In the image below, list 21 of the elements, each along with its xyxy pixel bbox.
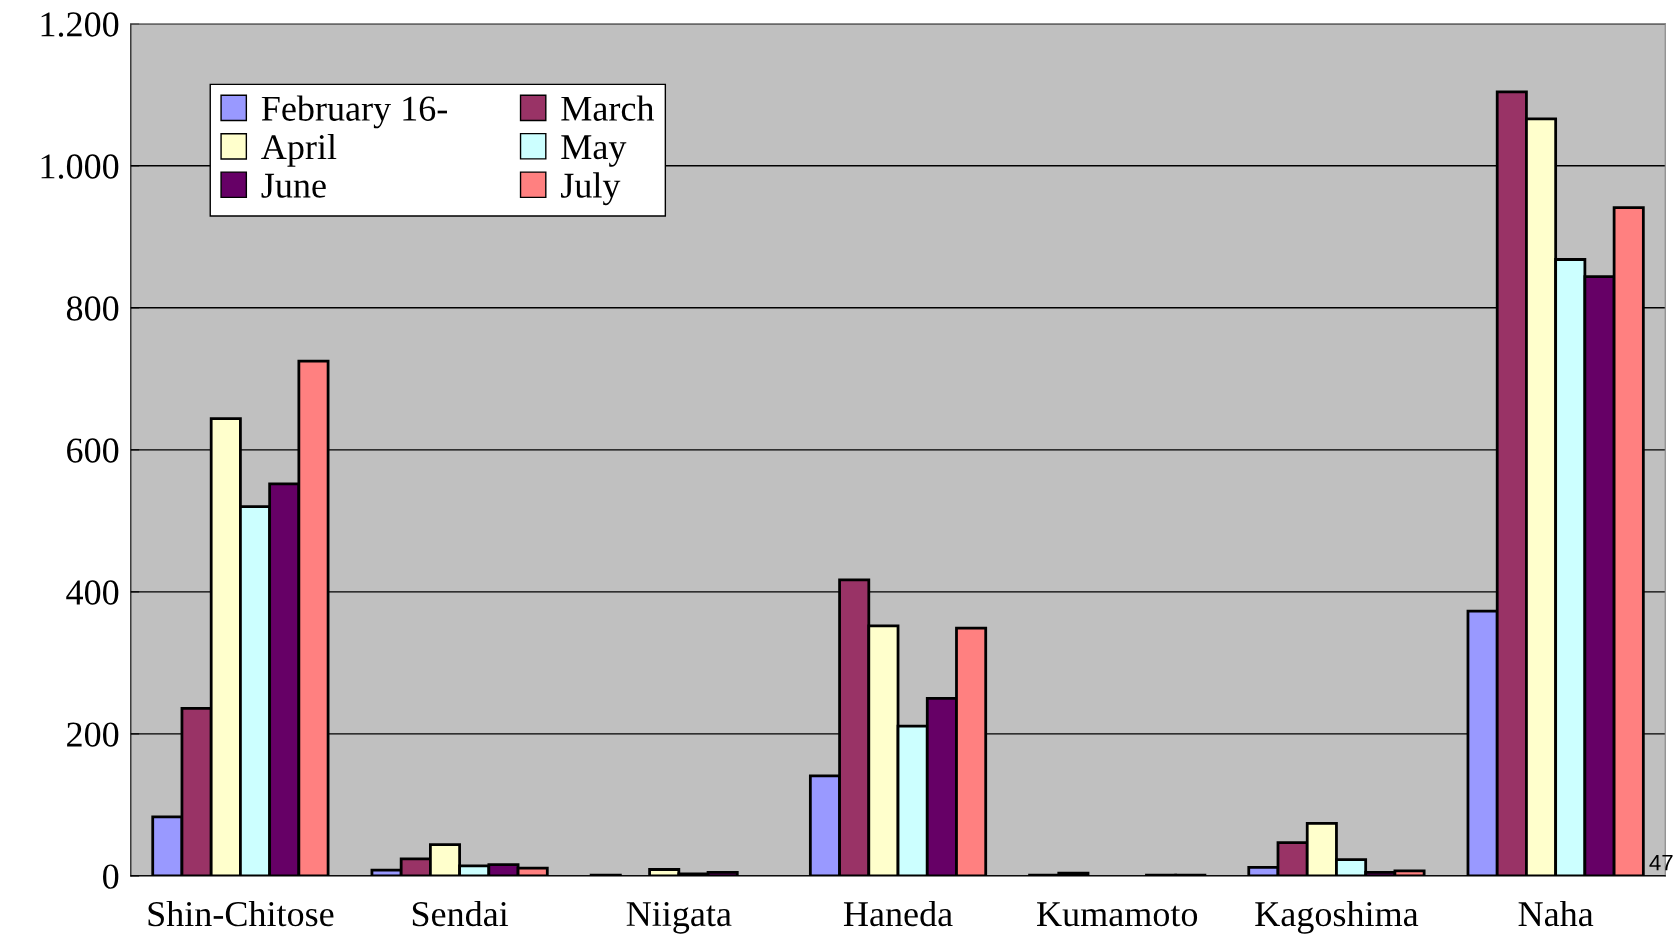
x-tick-label: Shin-Chitose bbox=[148, 900, 334, 927]
y-tick-label: 1.200 bbox=[41, 12, 119, 37]
legend-label: May bbox=[561, 135, 627, 167]
legend-label: June bbox=[261, 173, 326, 198]
x-tick-label: Naha bbox=[1518, 900, 1594, 927]
x-tick-label: Kumamoto bbox=[1037, 902, 1198, 927]
y-tick-label: 200 bbox=[67, 722, 119, 747]
y-tick-label: 1.000 bbox=[41, 154, 119, 179]
annotation: 47 bbox=[1649, 854, 1673, 871]
y-tick-label: 0 bbox=[103, 864, 119, 889]
legend-label: July bbox=[561, 172, 621, 206]
legend-label: March bbox=[561, 95, 655, 121]
x-tick-label: Kagoshima bbox=[1255, 900, 1419, 934]
x-tick-label: Sendai bbox=[412, 900, 509, 927]
y-tick-label: 400 bbox=[66, 580, 119, 605]
y-tick-label: 800 bbox=[66, 296, 119, 321]
x-tick-label: Haneda bbox=[843, 900, 953, 927]
x-tick-label: Niigata bbox=[626, 901, 732, 934]
legend-label: February 16- bbox=[261, 95, 448, 129]
y-tick-label: 600 bbox=[67, 438, 119, 463]
legend-label: April bbox=[261, 133, 337, 167]
